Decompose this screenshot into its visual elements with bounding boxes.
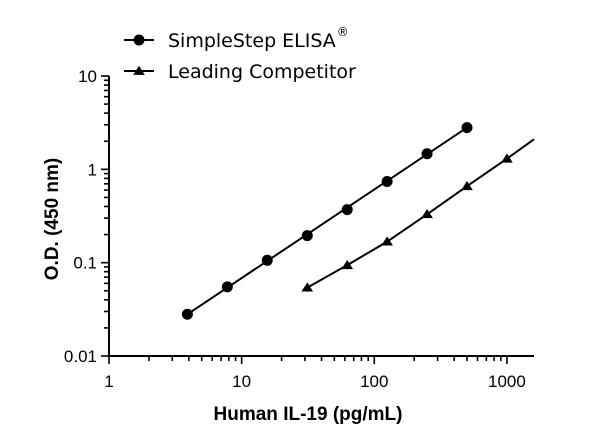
legend-entry: SimpleStep ELISA ® <box>124 25 349 52</box>
x-tick-label: 1000 <box>488 372 526 391</box>
x-axis-title: Human IL-19 (pg/mL) <box>214 404 403 425</box>
data-point-triangle <box>301 282 314 292</box>
y-tick-label: 0.01 <box>64 347 97 366</box>
data-point-circle <box>181 308 193 320</box>
data-point-circle <box>381 176 393 188</box>
legend-superscript: ® <box>337 25 349 39</box>
legend-entry: Leading Competitor <box>124 61 356 83</box>
legend-marker-circle <box>133 34 145 46</box>
data-point-circle <box>261 254 273 266</box>
series-fit-line <box>306 138 535 289</box>
y-tick-label: 1 <box>88 160 97 179</box>
axes-group <box>108 76 534 357</box>
data-point-circle <box>421 148 433 160</box>
data-point-circle <box>341 204 353 216</box>
x-tick-label: 100 <box>360 372 388 391</box>
y-axis-title: O.D. (450 nm) <box>42 158 63 280</box>
data-point-triangle <box>341 259 354 270</box>
legend: SimpleStep ELISA ® Leading Competitor <box>124 25 356 83</box>
data-point-circle <box>461 122 473 134</box>
y-tick-label: 10 <box>78 67 97 86</box>
series-simplestep-elisa <box>181 122 473 320</box>
legend-label: SimpleStep ELISA <box>168 30 336 52</box>
legend-marker-triangle <box>133 65 145 75</box>
data-point-triangle <box>461 180 473 191</box>
series-fit-line <box>186 126 468 316</box>
data-point-triangle <box>421 209 433 219</box>
x-tick-label: 10 <box>232 372 251 391</box>
data-point-circle <box>221 281 233 293</box>
data-point-triangle <box>501 153 513 163</box>
y-tick-label: 0.1 <box>73 254 97 273</box>
series-leading-competitor <box>301 138 535 292</box>
ticks-group: 1 10 100 1000 0.01 0.1 1 10 <box>64 67 526 391</box>
series-group <box>181 122 535 320</box>
x-tick-label: 1 <box>104 372 113 391</box>
data-point-circle <box>301 230 313 242</box>
legend-label: Leading Competitor <box>168 61 356 83</box>
data-point-triangle <box>381 236 393 246</box>
